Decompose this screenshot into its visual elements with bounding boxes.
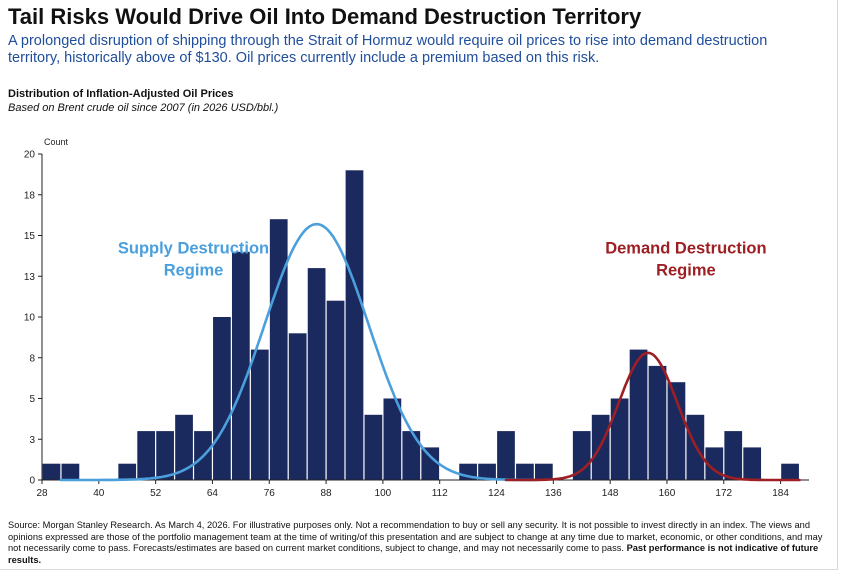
histogram-bar — [156, 431, 174, 480]
histogram-bar — [534, 463, 553, 480]
x-tick-label: 28 — [36, 488, 48, 499]
histogram-bar — [250, 349, 269, 480]
histogram-bar — [478, 463, 496, 480]
x-tick-label: 40 — [93, 488, 105, 499]
density-curve — [59, 222, 536, 482]
y-tick-label: 8 — [29, 353, 35, 364]
x-tick-label: 136 — [545, 488, 562, 499]
histogram-bar — [743, 447, 762, 480]
histogram-bar — [137, 431, 156, 480]
footnote-disclaimer: Past performance is not indicative of fu… — [8, 543, 819, 565]
y-tick-label: 18 — [24, 190, 36, 201]
histogram-bar — [61, 463, 80, 480]
density-curve — [504, 351, 801, 482]
x-tick-label: 124 — [488, 488, 505, 499]
x-tick-label: 64 — [207, 488, 219, 499]
histogram-bar — [307, 268, 326, 480]
x-tick-label: 160 — [659, 488, 676, 499]
histogram-bar — [231, 251, 250, 480]
source-footnote: Source: Morgan Stanley Research. As Marc… — [8, 520, 830, 566]
histogram-bar — [213, 317, 231, 480]
y-tick-label: 20 — [24, 150, 36, 161]
chart-title: Distribution of Inflation-Adjusted Oil P… — [8, 88, 234, 100]
x-tick-label: 88 — [321, 488, 333, 499]
histogram-bar — [421, 447, 440, 480]
histogram-bar — [42, 463, 61, 480]
y-tick-label: 3 — [29, 435, 35, 446]
histogram-bar — [667, 382, 686, 480]
x-tick-label: 100 — [375, 488, 392, 499]
histogram-bar — [724, 431, 743, 480]
histogram-bar — [610, 398, 629, 480]
chart-subtitle: Based on Brent crude oil since 2007 (in … — [8, 102, 279, 114]
curve-label: Regime — [656, 261, 716, 279]
histogram-bar — [118, 463, 137, 480]
histogram-bar — [497, 431, 515, 480]
histogram-bar — [364, 414, 383, 480]
curve-label: Demand Destruction — [605, 239, 766, 257]
page-subtitle: A prolonged disruption of shipping throu… — [8, 33, 768, 66]
histogram-bar — [781, 463, 799, 480]
y-tick-label: 10 — [24, 313, 36, 324]
x-tick-label: 76 — [264, 488, 276, 499]
histogram-bar — [516, 463, 534, 480]
histogram-bar — [326, 300, 345, 480]
histogram-bar — [345, 170, 364, 481]
y-axis-label: Count — [44, 137, 69, 147]
y-tick-label: 0 — [29, 476, 35, 487]
x-tick-label: 148 — [602, 488, 619, 499]
histogram-bar — [175, 414, 193, 480]
x-tick-label: 112 — [432, 488, 448, 499]
histogram-bar — [402, 431, 421, 480]
histogram-chart: 0 3 5 8 10 13 15 18 20 Count 28 40 52 64 76 88 100 112 124… — [24, 137, 809, 499]
histogram-bar — [288, 333, 307, 480]
y-tick-label: 5 — [29, 394, 35, 405]
histogram-bar — [269, 219, 288, 480]
page-title: Tail Risks Would Drive Oil Into Demand D… — [8, 4, 642, 29]
curve-label: Regime — [164, 261, 224, 279]
x-tick-label: 172 — [715, 488, 732, 499]
y-tick-label: 13 — [24, 272, 36, 283]
histogram-bar — [629, 349, 648, 480]
histogram-bar — [648, 365, 667, 480]
footnote-text: Source: Morgan Stanley Research. As Marc… — [8, 520, 823, 553]
x-tick-label: 52 — [150, 488, 162, 499]
y-tick-label: 15 — [24, 231, 36, 242]
curve-label: Supply Destruction — [118, 239, 269, 257]
histogram-bar — [383, 398, 402, 480]
x-tick-label: 184 — [772, 488, 789, 499]
